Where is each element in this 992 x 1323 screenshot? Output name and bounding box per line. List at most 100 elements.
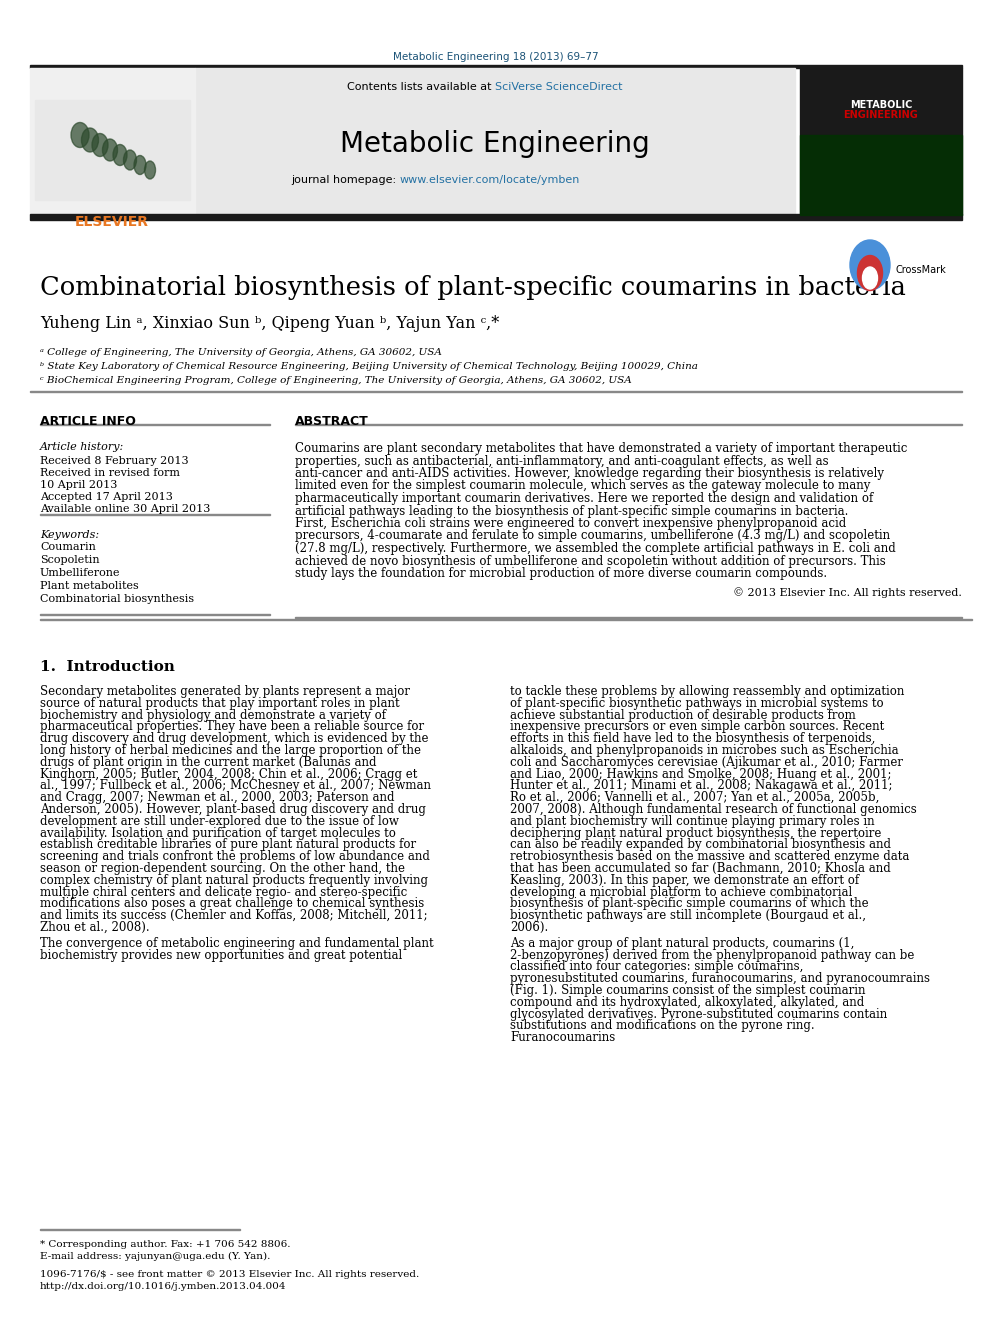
- Text: 10 April 2013: 10 April 2013: [40, 480, 117, 490]
- Text: limited even for the simplest coumarin molecule, which serves as the gateway mol: limited even for the simplest coumarin m…: [295, 479, 870, 492]
- Bar: [30, 65, 962, 67]
- Text: * Corresponding author. Fax: +1 706 542 8806.: * Corresponding author. Fax: +1 706 542 …: [40, 1240, 291, 1249]
- Text: establish creditable libraries of pure plant natural products for: establish creditable libraries of pure p…: [40, 839, 416, 852]
- Text: and limits its success (Chemler and Koffas, 2008; Mitchell, 2011;: and limits its success (Chemler and Koff…: [40, 909, 428, 922]
- Bar: [800, 135, 962, 216]
- Text: Accepted 17 April 2013: Accepted 17 April 2013: [40, 492, 173, 501]
- Text: classified into four categories: simple coumarins,: classified into four categories: simple …: [510, 960, 804, 974]
- Text: pharmaceutical properties. They have been a reliable source for: pharmaceutical properties. They have bee…: [40, 721, 425, 733]
- Text: Ro et al., 2006; Vannelli et al., 2007; Yan et al., 2005a, 2005b,: Ro et al., 2006; Vannelli et al., 2007; …: [510, 791, 879, 804]
- Text: multiple chiral centers and delicate regio- and stereo-specific: multiple chiral centers and delicate reg…: [40, 885, 408, 898]
- Ellipse shape: [102, 139, 117, 161]
- Text: Contents lists available at: Contents lists available at: [347, 82, 495, 93]
- Text: Coumarin: Coumarin: [40, 542, 96, 552]
- Ellipse shape: [145, 161, 156, 179]
- Text: SciVerse ScienceDirect: SciVerse ScienceDirect: [495, 82, 623, 93]
- Text: journal homepage:: journal homepage:: [292, 175, 400, 185]
- Ellipse shape: [862, 267, 878, 288]
- Text: glycosylated derivatives. Pyrone-substituted coumarins contain: glycosylated derivatives. Pyrone-substit…: [510, 1008, 887, 1020]
- Text: biochemistry provides new opportunities and great potential: biochemistry provides new opportunities …: [40, 949, 402, 962]
- Text: Metabolic Engineering 18 (2013) 69–77: Metabolic Engineering 18 (2013) 69–77: [393, 52, 599, 62]
- Bar: [30, 214, 962, 220]
- Text: Hunter et al., 2011; Minami et al., 2008; Nakagawa et al., 2011;: Hunter et al., 2011; Minami et al., 2008…: [510, 779, 893, 792]
- Text: season or region-dependent sourcing. On the other hand, the: season or region-dependent sourcing. On …: [40, 863, 405, 875]
- Text: Umbelliferone: Umbelliferone: [40, 568, 120, 578]
- Text: biochemistry and physiology and demonstrate a variety of: biochemistry and physiology and demonstr…: [40, 709, 386, 721]
- Text: artificial pathways leading to the biosynthesis of plant-specific simple coumari: artificial pathways leading to the biosy…: [295, 504, 848, 517]
- Text: Available online 30 April 2013: Available online 30 April 2013: [40, 504, 210, 515]
- Text: retrobiosynthesis based on the massive and scattered enzyme data: retrobiosynthesis based on the massive a…: [510, 851, 910, 863]
- Text: study lays the foundation for microbial production of more diverse coumarin comp: study lays the foundation for microbial …: [295, 568, 827, 579]
- Text: 1.  Introduction: 1. Introduction: [40, 660, 175, 673]
- Text: Metabolic Engineering: Metabolic Engineering: [340, 130, 650, 157]
- Text: Combinatorial biosynthesis: Combinatorial biosynthesis: [40, 594, 194, 605]
- Text: As a major group of plant natural products, coumarins (1,: As a major group of plant natural produc…: [510, 937, 854, 950]
- Bar: [195, 67, 795, 216]
- Text: complex chemistry of plant natural products frequently involving: complex chemistry of plant natural produ…: [40, 873, 428, 886]
- Ellipse shape: [857, 255, 883, 291]
- Text: Anderson, 2005). However, plant-based drug discovery and drug: Anderson, 2005). However, plant-based dr…: [40, 803, 426, 816]
- Bar: [35, 101, 190, 200]
- Text: © 2013 Elsevier Inc. All rights reserved.: © 2013 Elsevier Inc. All rights reserved…: [733, 587, 962, 598]
- Text: pharmaceutically important coumarin derivatives. Here we reported the design and: pharmaceutically important coumarin deri…: [295, 492, 873, 505]
- Text: 2007, 2008). Although fundamental research of functional genomics: 2007, 2008). Although fundamental resear…: [510, 803, 917, 816]
- Text: Yuheng Lin ᵃ, Xinxiao Sun ᵇ, Qipeng Yuan ᵇ, Yajun Yan ᶜ,*: Yuheng Lin ᵃ, Xinxiao Sun ᵇ, Qipeng Yuan…: [40, 315, 499, 332]
- Text: biosynthetic pathways are still incomplete (Bourgaud et al.,: biosynthetic pathways are still incomple…: [510, 909, 866, 922]
- Ellipse shape: [123, 149, 137, 169]
- Text: ᵃ College of Engineering, The University of Georgia, Athens, GA 30602, USA: ᵃ College of Engineering, The University…: [40, 348, 441, 357]
- Text: properties, such as antibacterial, anti-inflammatory, and anti-coagulant effects: properties, such as antibacterial, anti-…: [295, 455, 828, 467]
- Ellipse shape: [92, 134, 108, 156]
- Text: METABOLIC: METABOLIC: [850, 101, 913, 110]
- Text: availability. Isolation and purification of target molecules to: availability. Isolation and purification…: [40, 827, 396, 840]
- Text: compound and its hydroxylated, alkoxylated, alkylated, and: compound and its hydroxylated, alkoxylat…: [510, 996, 864, 1009]
- Text: screening and trials confront the problems of low abundance and: screening and trials confront the proble…: [40, 851, 430, 863]
- Text: ᶜ BioChemical Engineering Program, College of Engineering, The University of Geo: ᶜ BioChemical Engineering Program, Colle…: [40, 376, 632, 385]
- Ellipse shape: [134, 156, 146, 175]
- Text: alkaloids, and phenylpropanoids in microbes such as Escherichia: alkaloids, and phenylpropanoids in micro…: [510, 744, 899, 757]
- Text: The convergence of metabolic engineering and fundamental plant: The convergence of metabolic engineering…: [40, 937, 434, 950]
- Bar: [800, 67, 962, 216]
- Text: pyronesubstituted coumarins, furanocoumarins, and pyranocoumrains: pyronesubstituted coumarins, furanocouma…: [510, 972, 930, 986]
- Text: achieved de novo biosynthesis of umbelliferone and scopoletin without addition o: achieved de novo biosynthesis of umbelli…: [295, 554, 886, 568]
- Ellipse shape: [81, 128, 98, 152]
- Text: developing a microbial platform to achieve combinatorial: developing a microbial platform to achie…: [510, 885, 852, 898]
- Text: CrossMark: CrossMark: [895, 265, 945, 275]
- Ellipse shape: [71, 123, 89, 147]
- Text: Furanocoumarins: Furanocoumarins: [510, 1031, 615, 1044]
- Text: First, Escherichia coli strains were engineered to convert inexpensive phenylpro: First, Escherichia coli strains were eng…: [295, 517, 846, 531]
- Text: modifications also poses a great challenge to chemical synthesis: modifications also poses a great challen…: [40, 897, 425, 910]
- Text: efforts in this field have led to the biosynthesis of terpenoids,: efforts in this field have led to the bi…: [510, 732, 875, 745]
- Text: achieve substantial production of desirable products from: achieve substantial production of desira…: [510, 709, 856, 721]
- Text: long history of herbal medicines and the large proportion of the: long history of herbal medicines and the…: [40, 744, 421, 757]
- Text: (Fig. 1). Simple coumarins consist of the simplest coumarin: (Fig. 1). Simple coumarins consist of th…: [510, 984, 865, 998]
- Text: anti-cancer and anti-AIDS activities. However, knowledge regarding their biosynt: anti-cancer and anti-AIDS activities. Ho…: [295, 467, 884, 480]
- Text: http://dx.doi.org/10.1016/j.ymben.2013.04.004: http://dx.doi.org/10.1016/j.ymben.2013.0…: [40, 1282, 287, 1291]
- Text: Article history:: Article history:: [40, 442, 124, 452]
- Text: and plant biochemistry will continue playing primary roles in: and plant biochemistry will continue pla…: [510, 815, 875, 828]
- Text: to tackle these problems by allowing reassembly and optimization: to tackle these problems by allowing rea…: [510, 685, 905, 699]
- Bar: [30, 67, 195, 216]
- Text: Kinghorn, 2005; Butler, 2004, 2008; Chin et al., 2006; Cragg et: Kinghorn, 2005; Butler, 2004, 2008; Chin…: [40, 767, 418, 781]
- Text: ABSTRACT: ABSTRACT: [295, 415, 369, 429]
- Text: can also be readily expanded by combinatorial biosynthesis and: can also be readily expanded by combinat…: [510, 839, 891, 852]
- Text: (27.8 mg/L), respectively. Furthermore, we assembled the complete artificial pat: (27.8 mg/L), respectively. Furthermore, …: [295, 542, 896, 556]
- Text: Plant metabolites: Plant metabolites: [40, 581, 139, 591]
- Text: ᵇ State Key Laboratory of Chemical Resource Engineering, Beijing University of C: ᵇ State Key Laboratory of Chemical Resou…: [40, 363, 698, 370]
- Text: 1096-7176/$ - see front matter © 2013 Elsevier Inc. All rights reserved.: 1096-7176/$ - see front matter © 2013 El…: [40, 1270, 420, 1279]
- Ellipse shape: [850, 239, 890, 290]
- Ellipse shape: [113, 144, 127, 165]
- Text: inexpensive precursors or even simple carbon sources. Recent: inexpensive precursors or even simple ca…: [510, 721, 884, 733]
- Text: ARTICLE INFO: ARTICLE INFO: [40, 415, 136, 429]
- Text: and Liao, 2000; Hawkins and Smolke, 2008; Huang et al., 2001;: and Liao, 2000; Hawkins and Smolke, 2008…: [510, 767, 892, 781]
- Text: precursors, 4-coumarate and ferulate to simple coumarins, umbelliferone (4.3 mg/: precursors, 4-coumarate and ferulate to …: [295, 529, 890, 542]
- Text: biosynthesis of plant-specific simple coumarins of which the: biosynthesis of plant-specific simple co…: [510, 897, 869, 910]
- Text: Combinatorial biosynthesis of plant-specific coumarins in bacteria: Combinatorial biosynthesis of plant-spec…: [40, 275, 906, 300]
- Text: and Cragg, 2007; Newman et al., 2000, 2003; Paterson and: and Cragg, 2007; Newman et al., 2000, 20…: [40, 791, 395, 804]
- Text: Coumarins are plant secondary metabolites that have demonstrated a variety of im: Coumarins are plant secondary metabolite…: [295, 442, 908, 455]
- Text: that has been accumulated so far (Bachmann, 2010; Khosla and: that has been accumulated so far (Bachma…: [510, 863, 891, 875]
- Text: drug discovery and drug development, which is evidenced by the: drug discovery and drug development, whi…: [40, 732, 429, 745]
- Text: E-mail address: yajunyan@uga.edu (Y. Yan).: E-mail address: yajunyan@uga.edu (Y. Yan…: [40, 1252, 271, 1261]
- Text: Keywords:: Keywords:: [40, 531, 99, 540]
- Text: Received 8 February 2013: Received 8 February 2013: [40, 456, 188, 466]
- Text: source of natural products that play important roles in plant: source of natural products that play imp…: [40, 697, 400, 710]
